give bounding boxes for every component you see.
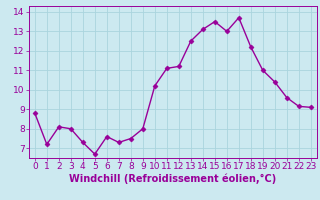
X-axis label: Windchill (Refroidissement éolien,°C): Windchill (Refroidissement éolien,°C) (69, 174, 276, 184)
